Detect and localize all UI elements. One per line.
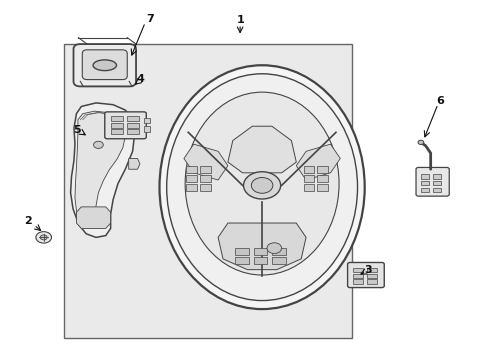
Ellipse shape <box>159 65 365 309</box>
FancyBboxPatch shape <box>74 44 136 86</box>
Circle shape <box>251 177 273 193</box>
Bar <box>353 268 363 272</box>
Bar <box>304 184 315 191</box>
Text: 1: 1 <box>236 15 244 26</box>
Bar <box>200 166 211 173</box>
Text: 4: 4 <box>137 74 145 84</box>
Bar <box>127 129 139 134</box>
Circle shape <box>40 235 47 240</box>
Polygon shape <box>296 144 340 180</box>
Bar <box>433 188 441 192</box>
Polygon shape <box>129 158 140 169</box>
Bar <box>353 274 363 278</box>
Ellipse shape <box>185 92 339 275</box>
Bar <box>318 175 328 182</box>
Circle shape <box>267 243 282 253</box>
Bar <box>421 174 429 179</box>
Bar <box>200 175 211 182</box>
Ellipse shape <box>93 60 117 71</box>
Text: 6: 6 <box>437 96 444 106</box>
Bar <box>111 123 123 128</box>
Circle shape <box>36 231 51 243</box>
Bar <box>433 181 441 185</box>
FancyBboxPatch shape <box>416 167 449 196</box>
FancyBboxPatch shape <box>347 262 384 288</box>
Polygon shape <box>75 111 125 224</box>
Bar <box>421 181 429 185</box>
Bar <box>144 126 150 132</box>
Text: 2: 2 <box>24 216 31 226</box>
Circle shape <box>244 172 281 199</box>
Bar <box>421 188 429 192</box>
Polygon shape <box>184 144 228 180</box>
Bar <box>367 274 377 278</box>
Bar <box>200 184 211 191</box>
FancyBboxPatch shape <box>82 50 127 80</box>
Polygon shape <box>71 103 135 237</box>
Bar <box>254 248 268 255</box>
Bar <box>111 129 123 134</box>
Bar <box>272 257 286 264</box>
Bar <box>235 248 249 255</box>
Bar <box>64 44 352 338</box>
Bar <box>304 166 315 173</box>
Polygon shape <box>218 223 306 270</box>
Ellipse shape <box>167 74 358 301</box>
Text: 5: 5 <box>74 125 81 135</box>
Bar <box>235 257 249 264</box>
Bar <box>144 118 150 123</box>
Bar <box>367 279 377 284</box>
Polygon shape <box>228 126 296 173</box>
Text: 3: 3 <box>365 265 372 275</box>
Bar <box>186 175 197 182</box>
Bar <box>433 174 441 179</box>
Circle shape <box>418 140 424 144</box>
Text: 7: 7 <box>146 14 153 24</box>
Bar <box>318 184 328 191</box>
Bar <box>254 257 268 264</box>
Polygon shape <box>76 207 111 228</box>
Bar <box>111 116 123 121</box>
Bar <box>127 123 139 128</box>
Bar <box>367 268 377 272</box>
Bar <box>304 175 315 182</box>
Bar <box>186 166 197 173</box>
Bar <box>186 184 197 191</box>
FancyBboxPatch shape <box>105 112 147 139</box>
Bar <box>272 248 286 255</box>
Bar <box>353 279 363 284</box>
Circle shape <box>94 141 103 148</box>
Bar <box>127 116 139 121</box>
Bar <box>318 166 328 173</box>
